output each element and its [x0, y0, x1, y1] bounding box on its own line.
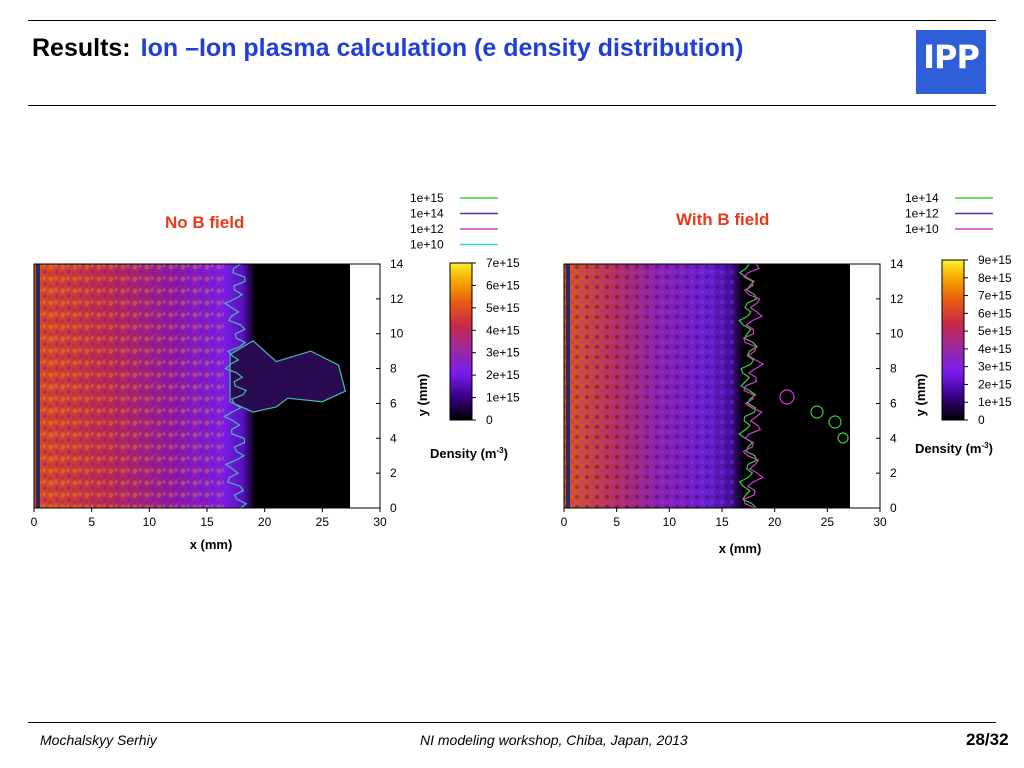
right-boundary-strip: [566, 264, 570, 508]
left-colorbar: [449, 262, 473, 421]
right-panel-title: With B field: [676, 210, 770, 229]
left-heatmap-chart: 0 5 10 15 20 25 30 0 2 4 6 8 10 12 14 x (mm) y (mm) 7…: [31, 191, 520, 552]
right-blob-contour-4: [837, 432, 849, 444]
left-y-tick-label: 2: [390, 466, 397, 480]
title-prefix: Results:: [32, 34, 131, 62]
left-x-tick-label: 30: [373, 515, 387, 529]
left-y-tick-label: 0: [390, 501, 397, 515]
right-x-axis-label: x (mm): [719, 541, 762, 556]
left-boundary-strip: [36, 264, 40, 508]
footer-page-number: 28/32: [966, 730, 1009, 749]
left-x-tick-label: 15: [200, 515, 214, 529]
left-y-tick-label: 14: [390, 257, 404, 271]
right-colorbar-tick-label: 9e+15: [978, 253, 1012, 267]
left-contour-front: [223, 263, 248, 509]
right-y-axis-label: y (mm): [913, 374, 928, 417]
left-legend-label: 1e+15: [410, 191, 444, 205]
left-colorbar-tick-label: 7e+15: [486, 256, 520, 270]
right-x-tick-label: 15: [715, 515, 729, 529]
right-x-tick-label: 30: [873, 515, 887, 529]
right-y-tick-label: 2: [890, 466, 897, 480]
right-legend-label: 1e+12: [905, 207, 939, 221]
left-legend-label: 1e+10: [410, 238, 444, 252]
right-colorbar-label: Density (m-3): [915, 441, 993, 456]
footer-author: Mochalskyy Serhiy: [40, 732, 157, 748]
footer-rule: [28, 722, 996, 723]
right-contour-front-outer: [742, 263, 765, 509]
header-top-rule: [28, 20, 996, 21]
right-colorbar-tick-label: 6e+15: [978, 306, 1012, 320]
right-colorbar-tick-label: 7e+15: [978, 289, 1012, 303]
right-colorbar-tick-label: 3e+15: [978, 360, 1012, 374]
left-x-tick-label: 20: [258, 515, 272, 529]
right-density-speckle: [564, 264, 734, 508]
left-x-tick-label: 25: [316, 515, 330, 529]
left-y-tick-label: 12: [390, 292, 404, 306]
footer-event: NI modeling workshop, Chiba, Japan, 2013: [420, 732, 688, 748]
right-x-tick-label: 10: [663, 515, 677, 529]
right-legend-label: 1e+14: [905, 191, 939, 205]
left-colorbar-label: Density (m-3): [430, 446, 508, 461]
ipp-logo: IPP: [916, 30, 986, 94]
right-legend-label: 1e+10: [905, 222, 939, 236]
right-y-tick-label: 6: [890, 396, 897, 410]
right-y-tick-label: 8: [890, 362, 897, 376]
left-colorbar-tick-label: 3e+15: [486, 346, 520, 360]
left-x-tick-label: 10: [143, 515, 157, 529]
right-x-tick-label: 5: [613, 515, 620, 529]
left-colorbar-tick-label: 2e+15: [486, 368, 520, 382]
right-colorbar-tick-label: 4e+15: [978, 342, 1012, 356]
right-colorbar-tick-label: 5e+15: [978, 324, 1012, 338]
right-x-tick-label: 20: [768, 515, 782, 529]
right-colorbar: [941, 259, 965, 421]
right-contour-front: [738, 263, 759, 509]
left-colorbar-tick-label: 5e+15: [486, 301, 520, 315]
left-x-axis-label: x (mm): [190, 537, 233, 552]
left-colorbar-tick-label: 6e+15: [486, 278, 520, 292]
right-y-tick-label: 10: [890, 327, 904, 341]
left-y-axis-label: y (mm): [415, 374, 430, 417]
right-y-tick-label: 12: [890, 292, 904, 306]
left-x-tick-label: 0: [31, 515, 38, 529]
right-y-tick-label: 14: [890, 257, 904, 271]
title-main: Ion –Ion plasma calculation (e density d…: [140, 34, 744, 62]
left-y-tick-label: 8: [390, 362, 397, 376]
left-y-tick-label: 4: [390, 431, 397, 445]
page-title: Results: Ion –Ion plasma calculation (e d…: [32, 34, 744, 63]
right-blob-contour-3: [828, 415, 842, 429]
left-colorbar-tick-label: 0: [486, 413, 493, 427]
right-colorbar-tick-label: 0: [978, 413, 985, 427]
left-y-tick-label: 10: [390, 327, 404, 341]
left-legend-label: 1e+14: [410, 207, 444, 221]
right-x-tick-label: 0: [561, 515, 568, 529]
left-panel-title: No B field: [165, 213, 245, 232]
right-colorbar-tick-label: 1e+15: [978, 395, 1012, 409]
right-blob-contour-2: [810, 405, 824, 419]
right-heatmap-chart: 0 5 10 15 20 25 30 0 2 4 6 8 10 12 14 x (mm) y (mm) 9…: [561, 191, 1012, 556]
header-bottom-rule: [28, 105, 996, 106]
right-colorbar-tick-label: 8e+15: [978, 271, 1012, 285]
left-legend-label: 1e+12: [410, 222, 444, 236]
left-plasma-blob: [229, 339, 347, 413]
left-colorbar-tick-label: 1e+15: [486, 391, 520, 405]
logo-text: IPP: [923, 38, 980, 76]
right-x-tick-label: 25: [821, 515, 835, 529]
right-colorbar-tick-label: 2e+15: [978, 377, 1012, 391]
left-density-speckle: [34, 264, 224, 508]
right-y-tick-label: 0: [890, 501, 897, 515]
left-x-tick-label: 5: [88, 515, 95, 529]
left-colorbar-tick-label: 4e+15: [486, 323, 520, 337]
right-blob-contour-1: [779, 389, 795, 405]
left-y-tick-label: 6: [390, 396, 397, 410]
right-y-tick-label: 4: [890, 431, 897, 445]
